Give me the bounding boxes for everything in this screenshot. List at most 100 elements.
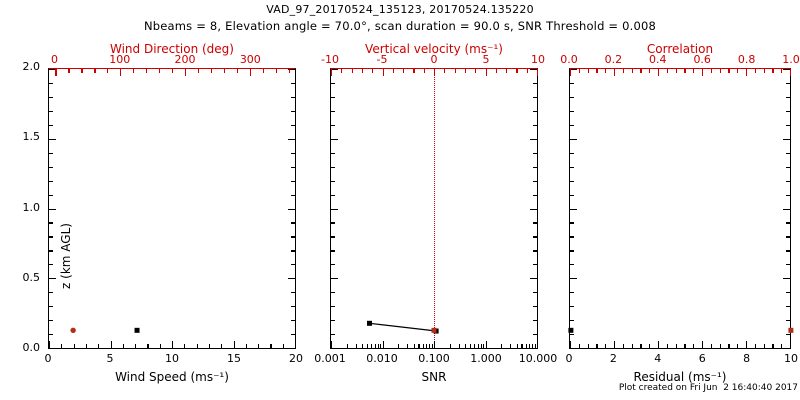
axis-tick <box>331 69 333 76</box>
axis-tick <box>786 96 790 99</box>
axis-tick <box>331 341 333 348</box>
axis-tick <box>783 138 790 140</box>
data-point-wind-speed <box>134 327 140 333</box>
axis-tick <box>458 344 460 348</box>
axis-tick <box>510 344 512 348</box>
panel-residual-data-layer <box>568 327 794 333</box>
axis-tick <box>570 334 574 336</box>
axis-tick <box>783 208 790 210</box>
axis-tick <box>786 180 790 182</box>
axis-tick <box>374 344 376 348</box>
axis-tick <box>413 69 415 73</box>
axis-tick <box>786 264 790 266</box>
axis-tick <box>570 96 574 99</box>
axis-tick <box>477 344 479 348</box>
axis-tick <box>49 96 53 99</box>
axis-tick <box>570 264 574 266</box>
panel-wind: z (km AGL) <box>48 68 297 350</box>
axis-tick <box>413 344 415 348</box>
axis-tick <box>783 69 790 71</box>
y-axis-tick-label: 0.0 <box>22 341 41 354</box>
axis-tick <box>184 69 187 76</box>
axis-tick <box>605 69 607 73</box>
x-axis-top-tick-label: 5 <box>482 53 490 66</box>
axis-tick <box>570 250 574 252</box>
axis-tick <box>675 69 677 73</box>
axis-tick <box>233 341 235 348</box>
axis-tick <box>465 344 467 348</box>
axis-tick <box>122 344 124 348</box>
axis-tick <box>331 264 335 266</box>
axis-tick <box>570 320 574 322</box>
panel-snr-top-axis-title: Vertical velocity (ms⁻¹) <box>365 42 503 56</box>
axis-tick <box>291 320 295 322</box>
axis-tick <box>570 208 577 210</box>
axis-tick <box>291 250 295 252</box>
axis-tick <box>570 166 574 168</box>
axis-tick <box>444 69 446 73</box>
axis-tick <box>570 69 577 71</box>
axis-tick <box>49 69 56 71</box>
zero-vertical-velocity-reference-line <box>434 69 435 348</box>
axis-tick <box>295 341 297 348</box>
axis-tick <box>533 166 537 168</box>
x-axis-top-tick-label: 10 <box>531 53 545 66</box>
axis-tick <box>236 69 238 73</box>
axis-tick <box>570 180 574 182</box>
axis-tick <box>291 124 295 126</box>
axis-tick <box>728 344 730 348</box>
axis-tick <box>49 166 53 168</box>
axis-tick <box>49 334 53 336</box>
axis-tick <box>521 344 523 348</box>
axis-tick <box>331 236 335 238</box>
axis-tick <box>605 344 607 348</box>
axis-tick <box>49 208 56 210</box>
axis-tick <box>570 222 574 224</box>
axis-tick <box>291 180 295 182</box>
x-axis-tick-label: 2 <box>609 352 617 365</box>
axis-tick <box>533 82 537 85</box>
axis-tick <box>361 69 364 73</box>
axis-tick <box>288 69 295 71</box>
axis-tick <box>291 222 295 224</box>
axis-tick <box>331 69 338 71</box>
y-axis-label: z (km AGL) <box>59 223 73 289</box>
x-axis-tick-label: 1.000 <box>470 352 502 365</box>
axis-tick <box>291 166 295 168</box>
axis-tick <box>288 278 295 280</box>
axis-tick <box>341 69 343 73</box>
axis-tick <box>533 152 537 154</box>
axis-tick <box>570 194 574 196</box>
axis-tick <box>525 344 527 348</box>
axis-tick <box>533 180 537 182</box>
x-axis-tick-label: 0.010 <box>366 352 398 365</box>
axis-tick <box>133 69 135 73</box>
x-axis-top-tick-label: 200 <box>174 53 196 66</box>
x-axis-tick-label: 10 <box>784 352 798 365</box>
axis-tick <box>49 292 53 294</box>
axis-tick <box>658 341 660 348</box>
axis-tick <box>533 110 537 113</box>
axis-tick <box>68 69 70 73</box>
axis-tick <box>684 344 686 348</box>
axis-tick <box>786 194 790 196</box>
axis-tick <box>291 152 295 154</box>
axis-tick <box>533 236 537 238</box>
axis-tick <box>501 344 503 348</box>
axis-tick <box>262 69 264 73</box>
axis-tick <box>786 236 790 238</box>
axis-tick <box>291 264 295 266</box>
axis-tick <box>570 69 572 76</box>
axis-tick <box>483 344 485 348</box>
axis-tick <box>640 344 642 348</box>
axis-tick <box>614 341 616 348</box>
axis-tick <box>172 69 174 73</box>
axis-tick <box>485 69 487 76</box>
panel-residual <box>568 68 794 350</box>
axis-tick <box>49 264 53 266</box>
axis-tick <box>380 344 382 348</box>
axis-tick <box>737 69 739 73</box>
axis-tick <box>570 124 574 126</box>
axis-tick <box>570 152 574 154</box>
axis-tick <box>786 306 790 308</box>
